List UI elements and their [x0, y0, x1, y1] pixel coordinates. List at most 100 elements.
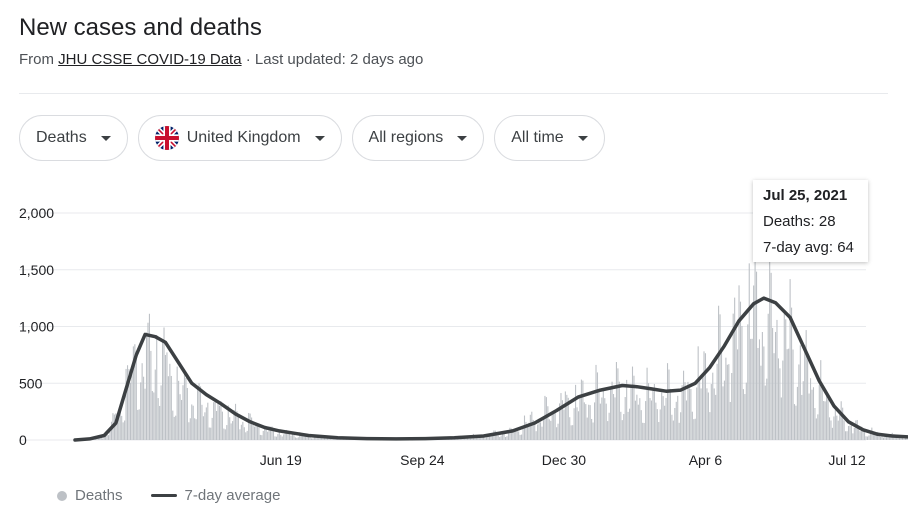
death-bar — [201, 404, 203, 440]
death-bar — [100, 437, 102, 440]
death-bar — [627, 411, 629, 440]
death-bar — [148, 313, 150, 440]
death-bar — [147, 322, 149, 440]
uk-flag-icon — [154, 126, 179, 150]
death-bar — [272, 431, 275, 440]
death-bar — [515, 429, 517, 440]
death-bar — [137, 409, 139, 440]
death-bar — [823, 401, 825, 440]
death-bar — [742, 389, 744, 440]
death-bar — [124, 420, 126, 440]
death-bar — [688, 388, 690, 440]
death-bar — [785, 319, 787, 440]
death-bar — [772, 327, 774, 440]
death-bar — [882, 437, 885, 440]
death-bar — [221, 411, 223, 440]
death-bar — [801, 394, 803, 440]
death-bar — [116, 421, 118, 440]
source-link[interactable]: JHU CSSE COVID-19 Data — [58, 51, 242, 68]
death-bar — [207, 402, 209, 440]
death-bar — [481, 435, 483, 440]
death-bar — [633, 375, 635, 440]
death-bar — [294, 437, 296, 440]
death-bar — [862, 429, 864, 440]
death-bar — [218, 405, 221, 440]
death-bar — [245, 432, 247, 440]
death-bar — [167, 376, 169, 440]
death-bar — [202, 416, 204, 440]
death-bar — [699, 377, 701, 440]
death-bar — [208, 427, 210, 440]
death-bar — [483, 436, 485, 440]
death-bar — [614, 397, 616, 440]
death-bar — [824, 401, 826, 440]
death-bar — [486, 437, 488, 440]
metric-select[interactable]: Deaths — [19, 115, 128, 161]
death-bar — [626, 379, 628, 440]
filter-chips: Deaths United Kingdom All regions All ti… — [19, 115, 605, 161]
death-bar — [713, 388, 715, 440]
y-tick-label: 500 — [19, 375, 43, 391]
death-bar — [773, 353, 775, 440]
death-bar — [821, 383, 823, 440]
death-bar — [827, 396, 829, 440]
death-bar — [726, 364, 728, 440]
death-bar — [858, 426, 860, 440]
death-bar — [242, 421, 244, 440]
death-bar — [197, 385, 199, 440]
death-bar — [274, 436, 276, 440]
deaths-chart[interactable]: 0 500 1,000 1,500 2,000 Jun 19 Sep 24 Dec 30 Apr… — [0, 175, 908, 485]
death-bar — [522, 428, 524, 440]
death-bar — [507, 431, 509, 440]
death-bar — [770, 272, 772, 440]
death-bar — [132, 346, 134, 440]
y-tick-label: 1,000 — [19, 319, 54, 335]
death-bar — [477, 436, 479, 440]
death-bar — [188, 422, 190, 440]
chevron-down-icon — [457, 135, 468, 141]
death-bar — [884, 435, 886, 440]
death-bar — [901, 437, 904, 440]
death-bar — [719, 314, 721, 440]
death-bar — [300, 433, 302, 440]
death-bar — [728, 364, 730, 440]
death-bar — [293, 434, 295, 440]
death-bar — [284, 430, 286, 440]
y-tick-label: 0 — [19, 432, 27, 448]
death-bar — [903, 438, 905, 440]
death-bar — [577, 411, 580, 440]
death-bar — [331, 438, 333, 440]
time-range-select-label: All time — [511, 129, 564, 146]
death-bar — [747, 324, 749, 440]
region-select[interactable]: All regions — [351, 115, 485, 161]
death-bar — [815, 418, 817, 440]
death-bar — [687, 381, 689, 440]
death-bar — [585, 404, 587, 440]
death-bar — [186, 387, 188, 440]
death-bar — [712, 372, 714, 440]
death-bar — [662, 396, 664, 440]
death-bar — [538, 418, 540, 440]
death-bar — [793, 404, 796, 440]
death-bar — [109, 431, 111, 440]
death-bar — [519, 434, 521, 440]
death-bar — [553, 412, 555, 440]
death-bar — [596, 372, 599, 440]
death-bar — [210, 427, 212, 440]
death-bar — [296, 437, 298, 440]
death-bar — [265, 429, 267, 440]
death-bar — [513, 428, 515, 440]
death-bar — [716, 363, 718, 440]
death-bar — [750, 338, 752, 440]
death-bar — [691, 411, 693, 440]
time-range-select[interactable]: All time — [494, 115, 605, 161]
death-bar — [468, 438, 470, 440]
death-bar — [110, 421, 113, 440]
death-bar — [621, 420, 623, 440]
death-bar — [175, 415, 177, 440]
death-bar — [227, 405, 229, 440]
source-line: From JHU CSSE COVID-19 Data · Last updat… — [19, 51, 423, 68]
death-bar — [121, 415, 123, 440]
country-select[interactable]: United Kingdom — [137, 115, 342, 161]
death-bar — [262, 430, 264, 440]
